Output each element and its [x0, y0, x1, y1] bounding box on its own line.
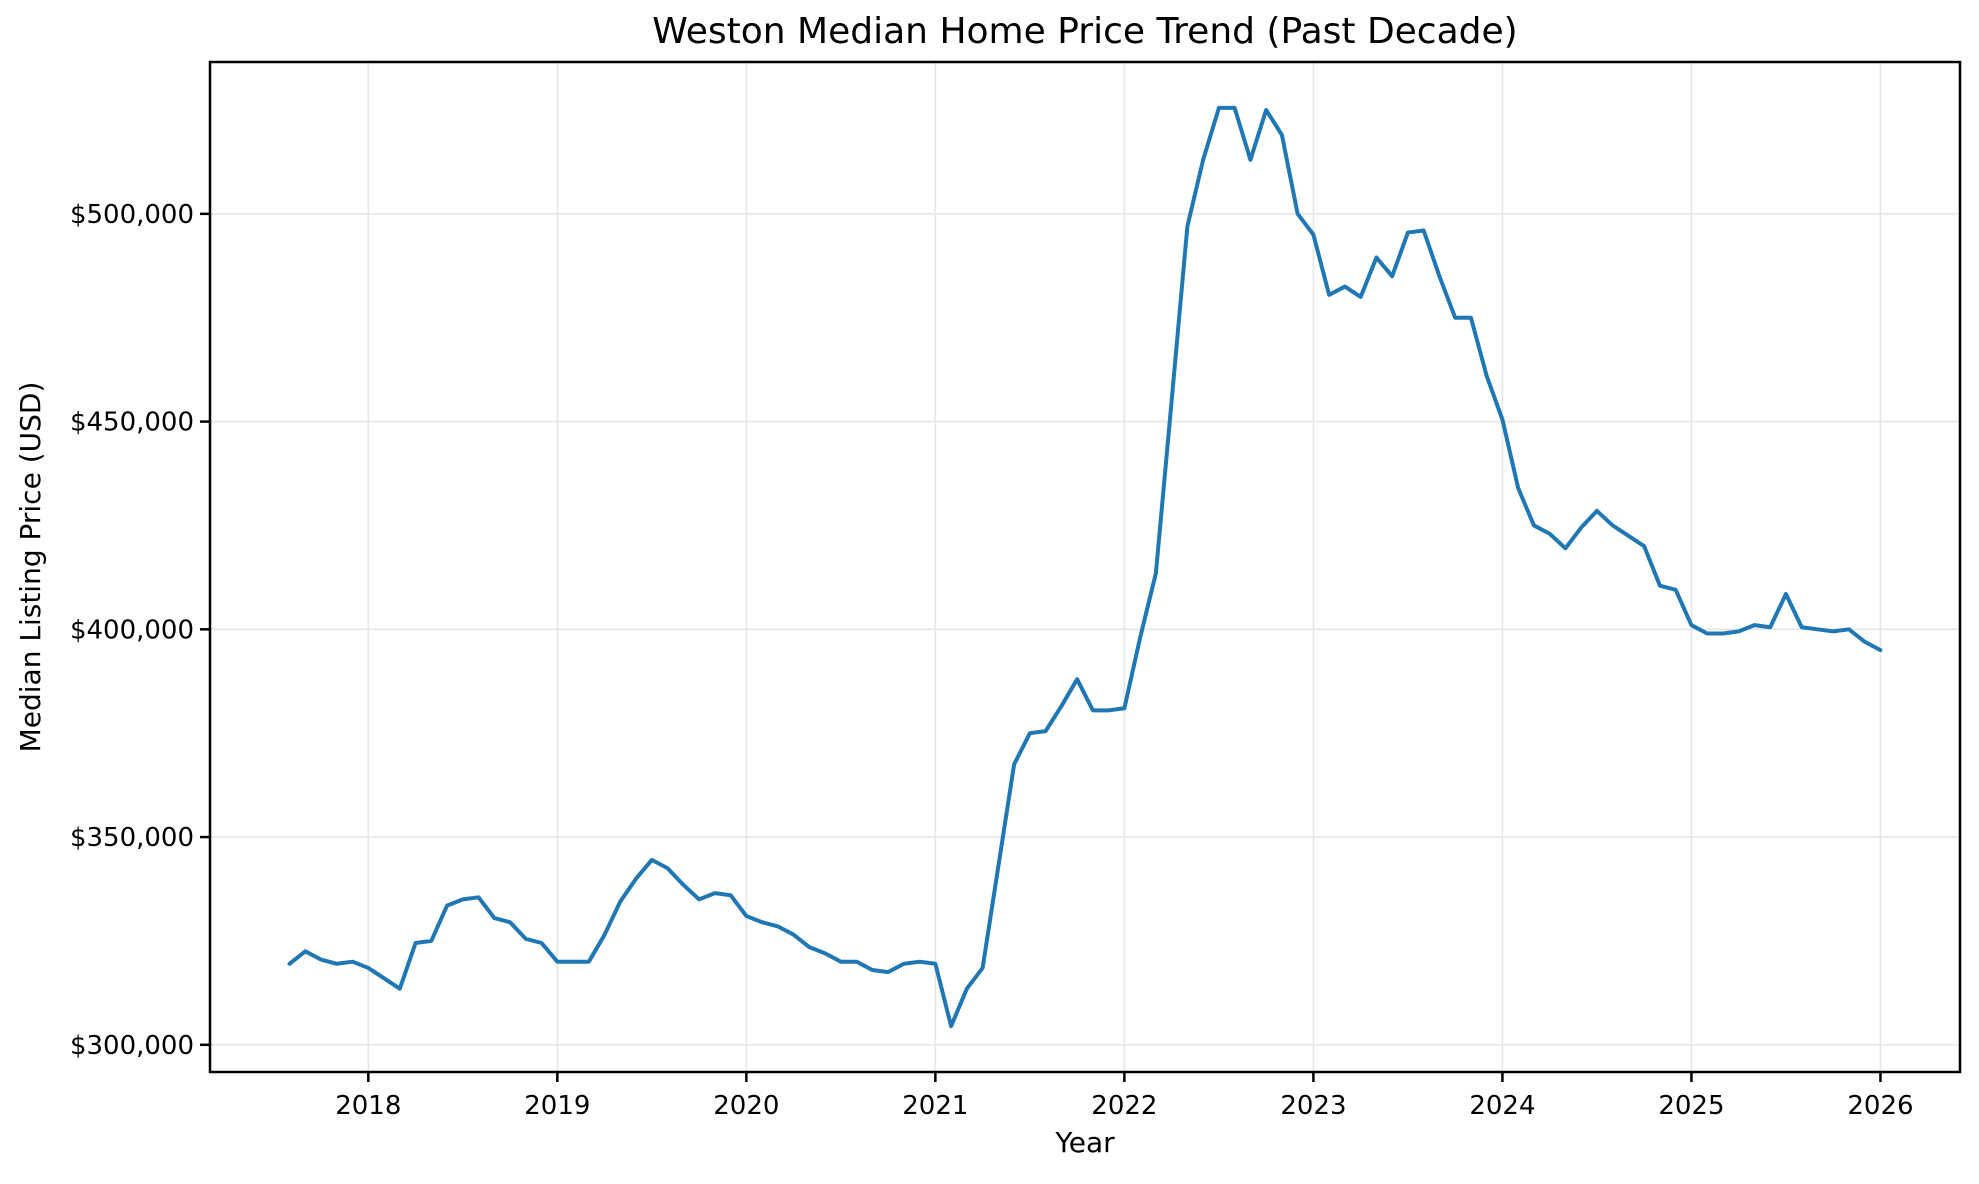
y-tick-label: $500,000 — [70, 200, 194, 230]
y-tick-label: $450,000 — [70, 408, 194, 438]
x-tick-label: 2025 — [1658, 1091, 1724, 1121]
grid-layer — [210, 62, 1960, 1072]
price-trend-line — [287, 105, 1883, 1029]
y-tick-label: $350,000 — [70, 823, 194, 853]
x-tick-label: 2022 — [1091, 1091, 1157, 1121]
tick-layer: 2018 2019 2020 2021 2022 2023 2024 2025 2026 $300… — [70, 200, 1914, 1121]
x-tick-label: 2020 — [713, 1091, 779, 1121]
x-tick-label: 2023 — [1280, 1091, 1346, 1121]
x-tick-label: 2026 — [1847, 1091, 1913, 1121]
x-tick-label: 2019 — [524, 1091, 590, 1121]
x-tick-label: 2024 — [1469, 1091, 1535, 1121]
y-tick-label: $400,000 — [70, 615, 194, 645]
x-tick-label: 2021 — [902, 1091, 968, 1121]
chart-title: Weston Median Home Price Trend (Past Dec… — [652, 11, 1517, 52]
plot-border — [208, 60, 1962, 1074]
series-layer — [287, 105, 1883, 1029]
x-tick-label: 2018 — [335, 1091, 401, 1121]
y-tick-label: $300,000 — [70, 1031, 194, 1061]
y-axis-label: Median Listing Price (USD) — [14, 382, 47, 753]
x-axis-label: Year — [1054, 1126, 1115, 1159]
